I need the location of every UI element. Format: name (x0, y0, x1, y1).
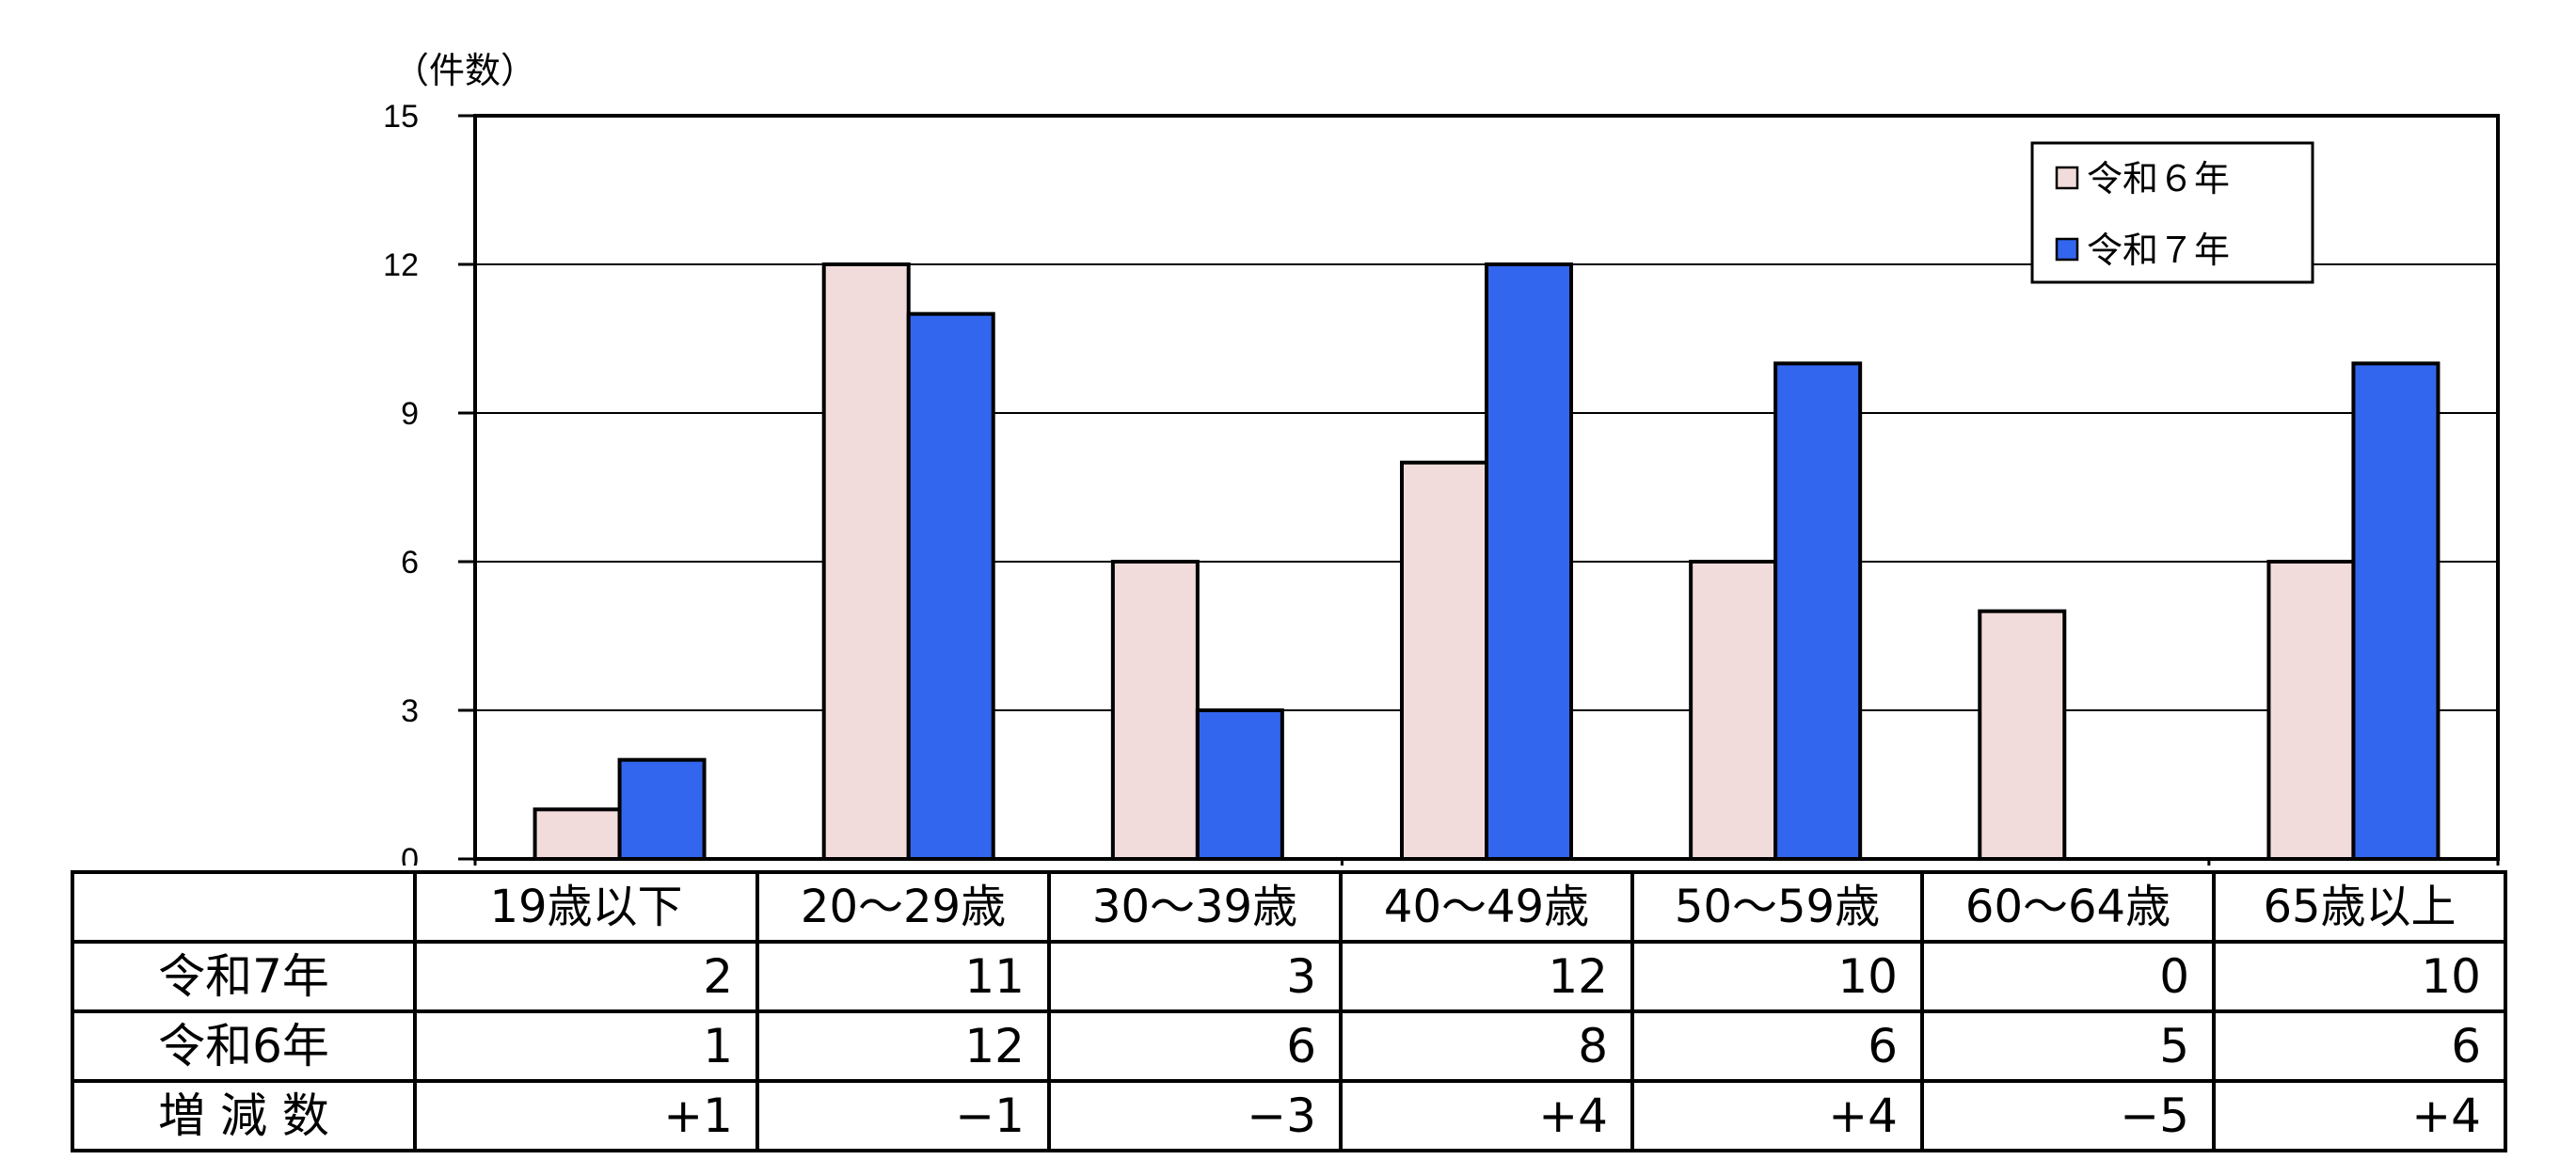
bar-r6 (821, 262, 911, 861)
table-cell: −3 (1047, 1079, 1343, 1152)
table-cell: +4 (2212, 1079, 2507, 1152)
table-cell: 10 (2212, 940, 2507, 1013)
legend-swatch-r6 (2055, 166, 2079, 190)
bar-chart: （件数） 0 3 6 9 12 15 令和６年 令和７年 (383, 50, 2500, 866)
table-row-change: 増 減 数 +1 −1 −3 +4 +4 −5 +4 (71, 1079, 2507, 1152)
y-tick-label: 3 (401, 693, 419, 729)
legend-box (2030, 141, 2314, 284)
table-row-r7: 令和7年 2 11 3 12 10 0 10 (71, 940, 2507, 1013)
table-header-cell: 20～29歳 (755, 870, 1051, 944)
bar-r7 (2351, 361, 2441, 862)
table-header-cell: 65歳以上 (2212, 870, 2507, 944)
bar-r6 (2266, 560, 2356, 861)
table-row-r6: 令和6年 1 12 6 8 6 5 6 (71, 1009, 2507, 1083)
bar-r6 (1400, 460, 1488, 861)
bar-r7 (906, 311, 995, 861)
plot-area-border (473, 114, 2500, 861)
table-header-row: 19歳以下 20～29歳 30～39歳 40～49歳 50～59歳 60～64歳… (71, 870, 2507, 944)
table-cell: 8 (1339, 1009, 1634, 1083)
row-label: 令和6年 (71, 1009, 417, 1083)
table-cell: 6 (1047, 1009, 1343, 1083)
y-tick-label: 15 (383, 99, 419, 135)
axis-ticks (458, 114, 2500, 866)
y-tick-label: 12 (383, 247, 419, 283)
bar-r7 (1773, 361, 1863, 862)
table-cell: 11 (755, 940, 1051, 1013)
legend-label-r7: 令和７年 (2087, 230, 2230, 271)
table-header-cell: 19歳以下 (413, 870, 759, 944)
bars (533, 262, 2441, 862)
bar-r6 (1110, 560, 1200, 861)
bar-r6 (1978, 609, 2067, 862)
row-label: 令和7年 (71, 940, 417, 1013)
table-cell: 2 (413, 940, 759, 1013)
bar-r6 (1689, 560, 1778, 861)
table-cell: +1 (413, 1079, 759, 1152)
bar-r7 (1195, 708, 1284, 861)
y-axis-unit-label: （件数） (393, 50, 536, 91)
table-cell: +4 (1339, 1079, 1634, 1152)
table-cell: 6 (2212, 1009, 2507, 1083)
table-cell: 10 (1630, 940, 1924, 1013)
bar-r7 (617, 757, 707, 862)
legend-label-r6: 令和６年 (2087, 158, 2230, 199)
table-cell: −5 (1920, 1079, 2216, 1152)
y-tick-label: 6 (401, 545, 419, 580)
table-cell: 5 (1920, 1009, 2216, 1083)
table-cell: 12 (1339, 940, 1634, 1013)
data-table: 19歳以下 20～29歳 30～39歳 40～49歳 50～59歳 60～64歳… (71, 870, 2507, 1152)
table-header-cell: 40～49歳 (1339, 870, 1634, 944)
table-header-cell: 30～39歳 (1047, 870, 1343, 944)
table-cell: 6 (1630, 1009, 1924, 1083)
bar-r6 (533, 807, 622, 861)
y-tick-label: 0 (401, 842, 419, 866)
table-header-cell (71, 870, 417, 944)
table-cell: 12 (755, 1009, 1051, 1083)
legend-swatch-r7 (2055, 237, 2079, 262)
legend: 令和６年 令和７年 (2030, 141, 2314, 284)
table-cell: 3 (1047, 940, 1343, 1013)
table-cell: 0 (1920, 940, 2216, 1013)
row-label: 増 減 数 (71, 1079, 417, 1152)
y-tick-labels: 0 3 6 9 12 15 (383, 99, 419, 866)
table-cell: 1 (413, 1009, 759, 1083)
table-cell: +4 (1630, 1079, 1924, 1152)
y-tick-label: 9 (401, 396, 419, 432)
table-cell: −1 (755, 1079, 1051, 1152)
bar-r7 (1485, 262, 1573, 861)
table-header-cell: 60～64歳 (1920, 870, 2216, 944)
table-header-cell: 50～59歳 (1630, 870, 1924, 944)
